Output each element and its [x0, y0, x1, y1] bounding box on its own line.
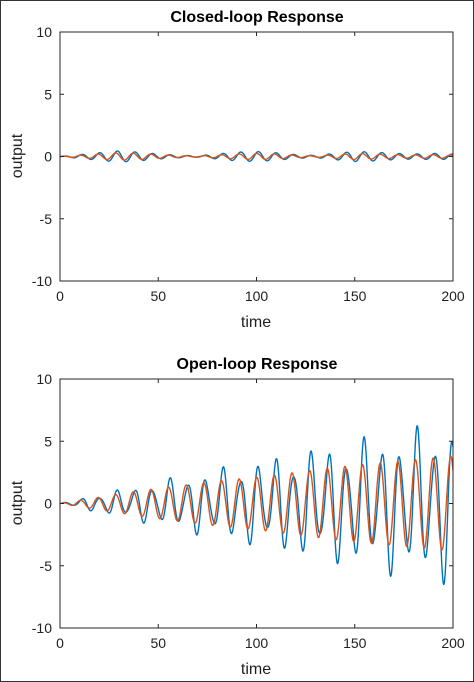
- x-tick-label: 100: [245, 635, 269, 651]
- series-line-2: [59, 455, 454, 551]
- chart-title: Closed-loop Response: [170, 9, 343, 26]
- y-ticks: 10 5 0 -5 -10: [32, 371, 453, 636]
- x-axis-label: time: [241, 661, 271, 678]
- y-tick-label: 10: [36, 24, 52, 40]
- y-tick-label: 10: [36, 371, 52, 387]
- y-tick-label: -5: [40, 211, 53, 227]
- series-line-1: [59, 424, 454, 586]
- series-line-2: [59, 152, 454, 161]
- x-tick-label: 200: [441, 288, 465, 304]
- x-tick-label: 50: [150, 635, 166, 651]
- y-tick-label: 0: [44, 496, 52, 512]
- x-tick-label: 100: [245, 288, 269, 304]
- y-tick-label: -10: [32, 273, 52, 289]
- x-tick-label: 150: [343, 635, 367, 651]
- y-ticks: 10 5 0 -5 -10: [32, 24, 453, 289]
- y-axis-label: output: [9, 133, 26, 178]
- y-axis-label: output: [9, 480, 26, 525]
- x-tick-label: 200: [441, 635, 465, 651]
- series-layer: [59, 424, 454, 586]
- x-ticks: 0 50 100 150 200: [56, 379, 465, 651]
- x-tick-label: 150: [343, 288, 367, 304]
- chart-title: Open-loop Response: [177, 356, 338, 373]
- y-tick-label: 5: [44, 433, 52, 449]
- x-axis-label: time: [241, 314, 271, 331]
- y-tick-label: 0: [44, 149, 52, 165]
- y-tick-label: 5: [44, 86, 52, 102]
- x-tick-label: 0: [56, 635, 64, 651]
- x-ticks: 0 50 100 150 200: [56, 32, 465, 304]
- y-tick-label: -10: [32, 620, 52, 636]
- x-tick-label: 0: [56, 288, 64, 304]
- y-tick-label: -5: [40, 558, 53, 574]
- series-layer: [59, 150, 454, 163]
- x-tick-label: 50: [150, 288, 166, 304]
